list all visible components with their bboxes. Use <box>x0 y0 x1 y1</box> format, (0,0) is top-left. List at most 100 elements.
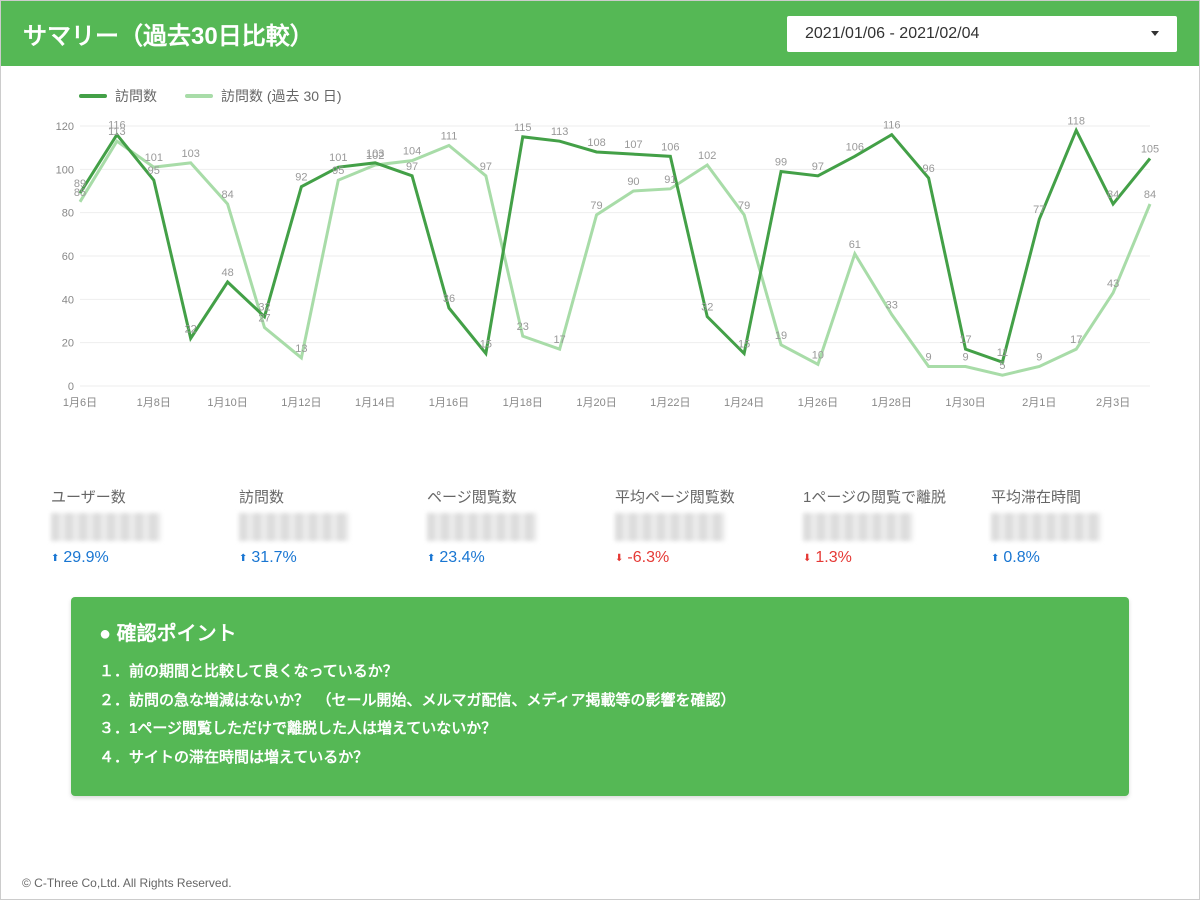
svg-text:106: 106 <box>846 141 864 153</box>
trend-up-icon: ⬆ <box>991 553 999 564</box>
svg-text:103: 103 <box>366 148 384 160</box>
metric-label: 平均ページ閲覧数 <box>615 486 773 507</box>
svg-text:95: 95 <box>332 165 344 177</box>
date-range-picker[interactable]: 2021/01/06 - 2021/02/04 <box>787 16 1177 52</box>
svg-text:43: 43 <box>1107 278 1119 290</box>
svg-text:79: 79 <box>738 200 750 212</box>
metric-card: 訪問数 ⬆31.7% <box>239 486 397 567</box>
metric-card: ユーザー数⬆29.9% <box>51 486 209 567</box>
svg-text:89: 89 <box>74 178 86 190</box>
trend-up-icon: ⬆ <box>51 553 59 564</box>
svg-text:97: 97 <box>812 161 824 173</box>
svg-text:20: 20 <box>62 338 74 350</box>
svg-text:105: 105 <box>1141 144 1159 156</box>
svg-text:33: 33 <box>886 300 898 312</box>
svg-text:100: 100 <box>56 164 74 176</box>
checkpoint-item: ２．訪問の急な増減はないか？ （セール開始、メルマガ配信、メディア掲載等の影響を… <box>99 687 1101 716</box>
svg-text:118: 118 <box>1067 116 1085 127</box>
svg-text:120: 120 <box>56 121 74 133</box>
legend-label: 訪問数 <box>115 86 157 106</box>
checkpoints-title: ● 確認ポイント <box>99 617 1101 646</box>
svg-text:106: 106 <box>661 141 679 153</box>
svg-text:36: 36 <box>443 293 455 305</box>
metric-label: 1ページの閲覧で離脱 <box>803 486 961 507</box>
metric-card: 平均ページ閲覧数 ⬇-6.3% <box>615 486 773 567</box>
svg-text:101: 101 <box>329 152 347 164</box>
checkpoint-item: ４．サイトの滞在時間は増えているか？ <box>99 744 1101 773</box>
svg-text:2月1日: 2月1日 <box>1022 397 1056 409</box>
svg-text:107: 107 <box>624 139 642 151</box>
metric-label: ページ閲覧数 <box>427 486 585 507</box>
svg-text:97: 97 <box>480 161 492 173</box>
metric-card: 平均滞在時間 ⬆0.8% <box>991 486 1149 567</box>
svg-text:77: 77 <box>1033 204 1045 216</box>
metric-value-redacted <box>991 513 1101 541</box>
svg-text:108: 108 <box>587 137 605 149</box>
legend-swatch-icon <box>79 94 107 98</box>
page-title: サマリー（過去30日比較） <box>23 16 314 51</box>
svg-text:1月28日: 1月28日 <box>872 397 912 409</box>
metric-card: ページ閲覧数 ⬆23.4% <box>427 486 585 567</box>
svg-text:116: 116 <box>108 120 126 132</box>
svg-text:9: 9 <box>1036 352 1042 364</box>
svg-text:1月24日: 1月24日 <box>724 397 764 409</box>
checkpoints-panel: ● 確認ポイント １．前の期間と比較して良くなっているか？２．訪問の急な増減はな… <box>71 597 1129 796</box>
svg-text:92: 92 <box>295 172 307 184</box>
metric-change: ⬇1.3% <box>803 549 961 567</box>
svg-text:1月22日: 1月22日 <box>650 397 690 409</box>
svg-text:102: 102 <box>698 150 716 162</box>
svg-text:11: 11 <box>997 347 1008 359</box>
svg-text:99: 99 <box>775 157 787 169</box>
chevron-down-icon <box>1151 31 1159 36</box>
svg-text:113: 113 <box>551 126 569 138</box>
metric-label: 平均滞在時間 <box>991 486 1149 507</box>
svg-text:23: 23 <box>517 321 529 333</box>
svg-text:1月26日: 1月26日 <box>798 397 838 409</box>
page-header: サマリー（過去30日比較） 2021/01/06 - 2021/02/04 <box>1 1 1199 66</box>
metric-label: 訪問数 <box>239 486 397 507</box>
metric-value-redacted <box>615 513 725 541</box>
svg-text:1月16日: 1月16日 <box>429 397 469 409</box>
chart-area: 訪問数 訪問数 (過去 30 日) 0204060801001201月6日1月8… <box>1 66 1199 426</box>
metric-change: ⬆0.8% <box>991 549 1149 567</box>
svg-text:15: 15 <box>738 339 750 351</box>
legend-item-current: 訪問数 <box>79 86 157 106</box>
metric-change: ⬆31.7% <box>239 549 397 567</box>
svg-text:115: 115 <box>514 122 532 134</box>
svg-text:111: 111 <box>441 131 458 143</box>
svg-text:97: 97 <box>406 161 418 173</box>
svg-text:104: 104 <box>403 146 421 158</box>
metric-change: ⬇-6.3% <box>615 549 773 567</box>
svg-text:13: 13 <box>295 343 307 355</box>
svg-text:79: 79 <box>590 200 602 212</box>
svg-text:10: 10 <box>812 349 824 361</box>
svg-text:84: 84 <box>1107 189 1119 201</box>
svg-text:116: 116 <box>883 120 901 132</box>
legend-item-previous: 訪問数 (過去 30 日) <box>185 86 342 106</box>
svg-text:1月30日: 1月30日 <box>945 397 985 409</box>
chart-legend: 訪問数 訪問数 (過去 30 日) <box>79 86 1169 106</box>
svg-text:95: 95 <box>148 165 160 177</box>
svg-text:17: 17 <box>1070 334 1082 346</box>
trend-up-icon: ⬆ <box>239 553 247 564</box>
svg-text:80: 80 <box>62 208 74 220</box>
svg-text:22: 22 <box>185 323 197 335</box>
trend-down-icon: ⬇ <box>803 553 811 564</box>
svg-text:32: 32 <box>701 302 713 314</box>
svg-text:0: 0 <box>68 381 74 393</box>
svg-text:91: 91 <box>664 174 676 186</box>
trend-down-icon: ⬇ <box>615 553 623 564</box>
svg-text:9: 9 <box>962 352 968 364</box>
svg-text:84: 84 <box>1144 189 1156 201</box>
visits-line-chart: 0204060801001201月6日1月8日1月10日1月12日1月14日1月… <box>31 116 1169 416</box>
copyright-footer: © C-Three Co,Ltd. All Rights Reserved. <box>22 876 232 890</box>
svg-text:96: 96 <box>922 163 934 175</box>
svg-text:15: 15 <box>480 339 492 351</box>
svg-text:19: 19 <box>775 330 787 342</box>
svg-text:2月3日: 2月3日 <box>1096 397 1130 409</box>
metric-change: ⬆23.4% <box>427 549 585 567</box>
metric-card: 1ページの閲覧で離脱 ⬇1.3% <box>803 486 961 567</box>
svg-text:1月12日: 1月12日 <box>281 397 321 409</box>
metrics-row: ユーザー数⬆29.9% 訪問数 ⬆31.7% ページ閲覧数 ⬆23.4% 平均ページ閲覧数… <box>1 426 1199 597</box>
metric-value-redacted <box>803 513 913 541</box>
